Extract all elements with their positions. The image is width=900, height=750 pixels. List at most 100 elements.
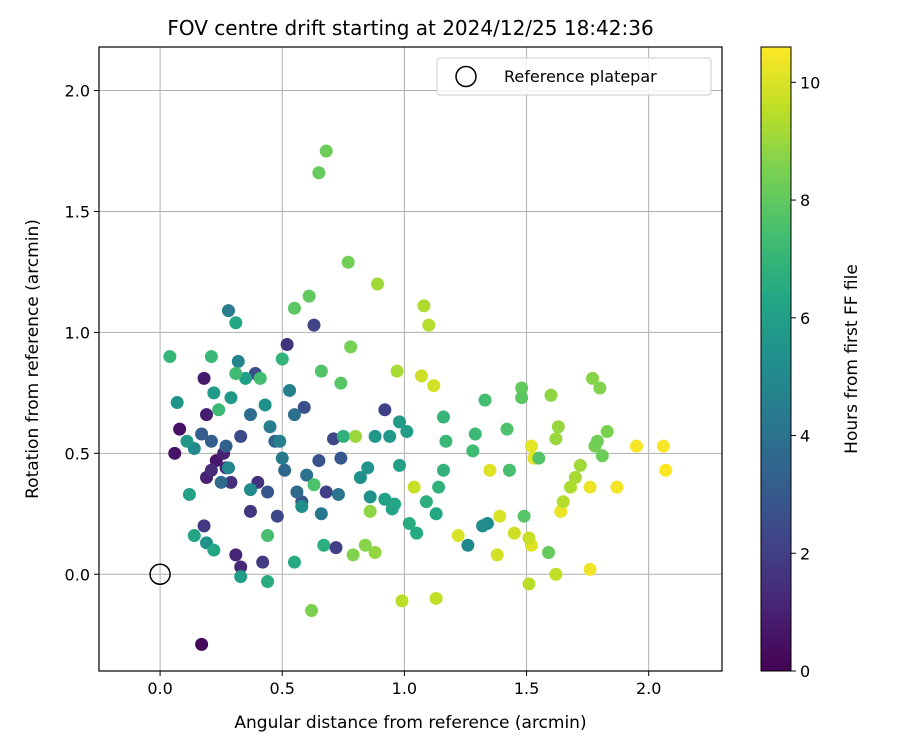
- data-point: [429, 507, 443, 521]
- data-point: [319, 485, 333, 499]
- y-tick-label: 0.0: [65, 565, 90, 584]
- data-point: [314, 364, 328, 378]
- data-point: [393, 415, 407, 429]
- data-point: [436, 463, 450, 477]
- data-point: [659, 463, 673, 477]
- data-point: [371, 277, 385, 291]
- data-point: [544, 388, 558, 402]
- data-point: [368, 545, 382, 559]
- data-point: [336, 429, 350, 443]
- data-point: [427, 379, 441, 393]
- data-point: [263, 420, 277, 434]
- data-point: [214, 475, 228, 489]
- data-point: [378, 492, 392, 506]
- data-point: [287, 555, 301, 569]
- legend: Reference platepar: [436, 57, 712, 96]
- data-point: [400, 425, 414, 439]
- data-point: [500, 422, 514, 436]
- data-point: [363, 490, 377, 504]
- colorbar-tick-label: 2: [800, 544, 810, 563]
- data-point: [517, 509, 531, 523]
- data-point: [368, 429, 382, 443]
- data-point: [239, 371, 253, 385]
- data-point: [480, 516, 494, 530]
- data-point: [319, 144, 333, 158]
- data-point: [358, 538, 372, 552]
- data-point: [549, 432, 563, 446]
- data-point: [478, 393, 492, 407]
- data-point: [410, 526, 424, 540]
- data-point: [229, 316, 243, 330]
- data-point: [314, 507, 328, 521]
- data-point: [341, 255, 355, 269]
- data-point: [390, 364, 404, 378]
- data-point: [402, 516, 416, 530]
- data-point: [378, 403, 392, 417]
- data-point: [329, 541, 343, 555]
- data-point: [493, 509, 507, 523]
- y-axis-label: Rotation from reference (arcmin): [23, 219, 43, 499]
- data-point: [221, 304, 235, 318]
- data-point: [168, 446, 182, 460]
- data-point: [212, 403, 226, 417]
- data-point: [522, 577, 536, 591]
- data-point: [197, 371, 211, 385]
- data-point: [522, 531, 536, 545]
- data-points: [163, 144, 673, 651]
- data-point: [317, 538, 331, 552]
- data-point: [507, 526, 521, 540]
- data-point: [334, 451, 348, 465]
- data-point: [275, 451, 289, 465]
- data-point: [261, 575, 275, 589]
- colorbar-tick-label: 0: [800, 662, 810, 681]
- data-point: [600, 425, 614, 439]
- y-axis-ticks: 0.0 0.5 1.0 1.5 2.0: [65, 82, 99, 584]
- data-point: [204, 350, 218, 364]
- data-point: [451, 529, 465, 543]
- data-point: [275, 352, 289, 366]
- data-point: [564, 480, 578, 494]
- data-point: [287, 408, 301, 422]
- data-point: [595, 449, 609, 463]
- data-point: [346, 548, 360, 562]
- data-point: [419, 495, 433, 509]
- data-point: [204, 463, 218, 477]
- data-point: [180, 434, 194, 448]
- data-point: [297, 400, 311, 414]
- x-axis-label: Angular distance from reference (arcmin): [234, 713, 586, 733]
- legend-marker-icon: [455, 65, 477, 88]
- data-point: [327, 432, 341, 446]
- data-point: [593, 381, 607, 395]
- data-point: [549, 567, 563, 581]
- data-point: [483, 463, 497, 477]
- data-point: [312, 166, 326, 180]
- data-point: [197, 519, 211, 533]
- colorbar-tick-label: 6: [800, 309, 810, 328]
- reference-marker: [149, 563, 171, 586]
- data-point: [253, 371, 267, 385]
- data-point: [556, 495, 570, 509]
- data-point: [568, 471, 582, 485]
- data-point: [295, 500, 309, 514]
- data-point: [383, 429, 397, 443]
- data-point: [278, 463, 292, 477]
- data-point: [334, 376, 348, 390]
- data-point: [256, 555, 270, 569]
- data-point: [349, 429, 363, 443]
- legend-label: Reference platepar: [504, 67, 657, 86]
- data-point: [224, 391, 238, 405]
- data-point: [331, 487, 345, 501]
- data-point: [502, 463, 516, 477]
- data-point: [439, 434, 453, 448]
- data-point: [302, 289, 316, 303]
- data-point: [273, 434, 287, 448]
- data-point: [353, 471, 367, 485]
- data-point: [219, 439, 233, 453]
- data-point: [395, 594, 409, 608]
- colorbar-tick-label: 8: [800, 191, 810, 210]
- data-point: [224, 475, 238, 489]
- data-point: [532, 451, 546, 465]
- data-point: [385, 502, 399, 516]
- data-point: [551, 420, 565, 434]
